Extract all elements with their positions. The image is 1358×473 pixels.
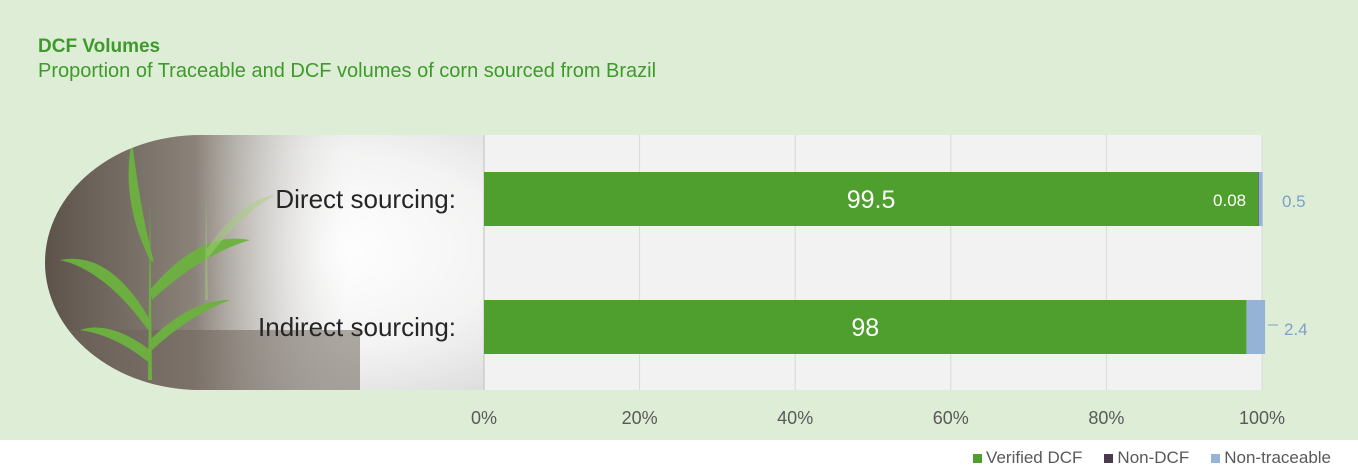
- data-label: 0.5: [1282, 192, 1306, 211]
- seedling-image: [44, 135, 484, 390]
- category-label: Direct sourcing:: [275, 184, 456, 214]
- x-tick-label: 0%: [471, 408, 497, 428]
- chart-title: DCF Volumes: [38, 36, 161, 57]
- data-label: 0.08: [1213, 191, 1246, 210]
- data-label: 98: [851, 314, 879, 342]
- legend-item-verified-dcf: Verified DCF: [973, 448, 1082, 468]
- bar-segment: [1258, 172, 1263, 226]
- x-tick-label: 60%: [933, 408, 969, 428]
- data-label: 2.4: [1284, 320, 1308, 339]
- legend-item-non-dcf: Non-DCF: [1104, 448, 1189, 468]
- legend: Verified DCF Non-DCF Non-traceable: [973, 448, 1331, 468]
- x-tick-label: 20%: [622, 408, 658, 428]
- legend-item-non-traceable: Non-traceable: [1211, 448, 1331, 468]
- legend-label: Non-traceable: [1224, 448, 1331, 467]
- bar-chart: 99.5 0.08 0.5 98 2.4 Direct sourcing: Indirec…: [44, 135, 1308, 428]
- legend-label: Verified DCF: [986, 448, 1083, 467]
- legend-label: Non-DCF: [1117, 448, 1190, 467]
- category-label: Indirect sourcing:: [258, 312, 456, 342]
- bar-segment: [484, 172, 1259, 226]
- legend-swatch: [1104, 453, 1114, 463]
- x-tick-label: 40%: [777, 408, 813, 428]
- legend-swatch: [973, 453, 983, 463]
- data-label: 99.5: [847, 186, 896, 214]
- plot-area: 99.5 0.08 0.5 98 2.4 Direct sourcing: Indirec…: [258, 135, 1308, 428]
- bar-segment: [484, 300, 1247, 354]
- bar-segment: [1246, 300, 1266, 354]
- chart-subtitle: Proportion of Traceable and DCF volumes …: [38, 60, 657, 82]
- x-tick-label: 100%: [1239, 408, 1285, 428]
- x-tick-label: 80%: [1088, 408, 1124, 428]
- legend-swatch: [1211, 453, 1221, 463]
